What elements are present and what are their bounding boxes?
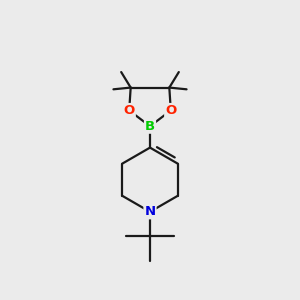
Text: O: O [124, 104, 135, 117]
Text: O: O [165, 104, 176, 117]
Text: N: N [144, 205, 156, 218]
Text: B: B [145, 120, 155, 133]
